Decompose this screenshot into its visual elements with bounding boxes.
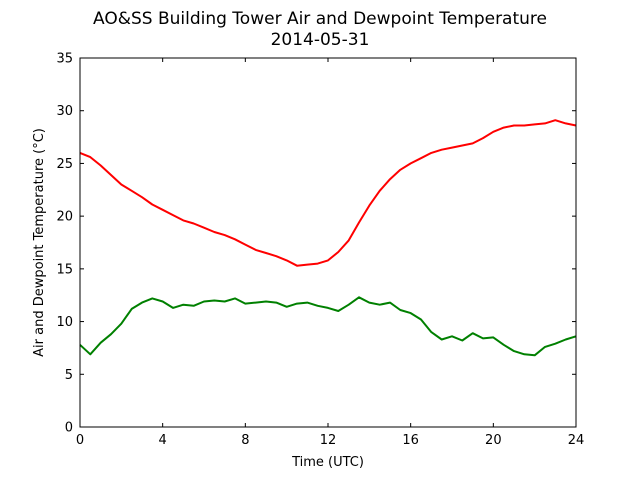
x-tick-label: 20 [485, 433, 502, 448]
tick-layer: 0 4 8 12 16 20 24 0 5 10 15 20 25 30 35 [56, 52, 584, 449]
plot-frame [79, 57, 577, 428]
y-tick-label: 15 [56, 262, 73, 277]
chart-title: AO&SS Building Tower Air and Dewpoint Te… [93, 9, 547, 29]
y-tick-label: 10 [56, 315, 73, 330]
x-tick-label: 4 [159, 433, 167, 448]
chart-subtitle: 2014-05-31 [271, 30, 370, 50]
series-line-0 [79, 119, 577, 267]
series-layer [79, 119, 577, 357]
y-axis-label: Air and Dewpoint Temperature (°C) [32, 128, 47, 357]
x-tick-label: 24 [568, 433, 585, 448]
x-tick-label: 12 [320, 433, 337, 448]
x-axis-label: Time (UTC) [291, 455, 364, 470]
y-tick-label: 20 [56, 210, 73, 225]
y-tick-label: 25 [56, 157, 73, 172]
y-tick-label: 5 [65, 368, 73, 383]
x-tick-label: 8 [241, 433, 249, 448]
x-tick-label: 16 [402, 433, 419, 448]
x-tick-label: 0 [76, 433, 84, 448]
series-line-1 [79, 296, 577, 357]
y-tick-label: 30 [56, 104, 73, 119]
y-tick-label: 35 [56, 52, 73, 67]
y-tick-label: 0 [65, 421, 73, 436]
